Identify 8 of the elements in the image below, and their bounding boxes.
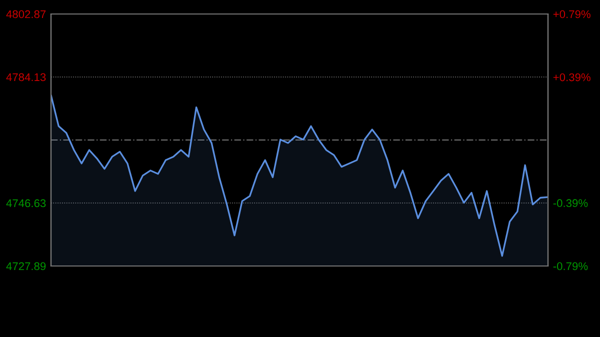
y2-tick-label: +0.79% <box>553 10 590 18</box>
y2-tick-label: -0.79% <box>553 262 588 270</box>
y-tick-label: 4746.63 <box>6 199 46 208</box>
y2-tick-label: +0.39% <box>553 73 590 82</box>
y-tick-label: 4802.87 <box>6 10 46 18</box>
y-tick-label: 4727.89 <box>6 262 46 270</box>
y-tick-label: 4784.13 <box>6 73 46 82</box>
y2-tick-label: -0.39% <box>553 199 588 208</box>
